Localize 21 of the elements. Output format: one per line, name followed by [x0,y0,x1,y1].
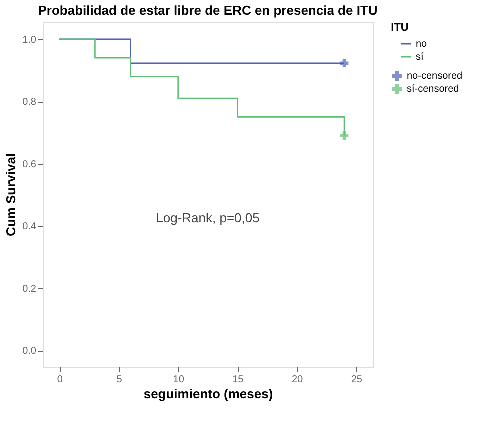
y-tick-label: 0.8 [22,97,37,108]
legend-label: sí [416,52,424,63]
y-tick-label: 0.6 [22,159,37,170]
y-tick-label: 0.2 [22,284,37,295]
y-tick-label: 0.4 [22,222,37,233]
chart-title: Probabilidad de estar libre de ERC en presencia de ITU [38,3,378,18]
x-tick-label: 15 [232,374,244,386]
y-tick-label: 1.0 [22,34,37,46]
x-tick-label: 0 [57,374,64,386]
y-tick-label: 0.0 [22,346,37,358]
legend-title: ITU [391,22,409,34]
x-axis-title: seguimiento (meses) [144,386,274,402]
legend-label: no [416,39,428,50]
x-tick-label: 10 [173,374,185,386]
x-tick-label: 25 [351,374,363,386]
x-tick-label: 5 [116,374,123,386]
y-axis-title: Cum Survival [4,153,19,237]
annotation: Log-Rank, p=0,05 [156,210,260,226]
legend-label: no-censored [407,71,463,82]
x-tick-label: 20 [292,374,304,386]
legend-label: sí-censored [407,84,460,95]
